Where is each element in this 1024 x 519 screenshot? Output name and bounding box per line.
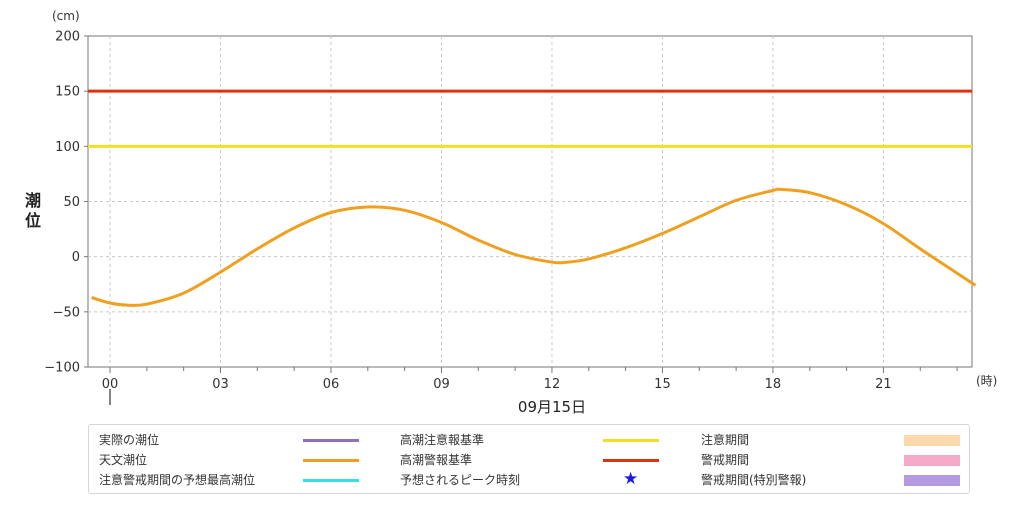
x-tick-label: 09 — [433, 377, 450, 392]
legend-line-swatch — [303, 439, 359, 442]
legend-label: 実際の潮位 — [99, 433, 160, 447]
y-tick-label: 200 — [55, 30, 80, 45]
x-tick-label: 15 — [654, 377, 671, 392]
x-tick-label: 03 — [212, 377, 229, 392]
series-layer — [91, 187, 977, 307]
y-tick-label: −100 — [44, 361, 80, 376]
x-unit-label: (時) — [976, 374, 997, 388]
y-axis: 200 150 100 50 0 −50 −100 — [44, 30, 88, 376]
legend-label: 高潮警報基準 — [400, 453, 473, 467]
x-tick-label: 21 — [875, 377, 892, 392]
legend-label: 予想されるピーク時刻 — [400, 473, 521, 487]
y-tick-label: 0 — [72, 250, 80, 265]
x-axis: 00 03 06 09 12 15 18 21 — [102, 367, 958, 392]
legend-label: 高潮注意報基準 — [400, 433, 485, 447]
legend-box-swatch — [904, 475, 960, 486]
tide-chart: 200 150 100 50 0 −50 −100 00 03 06 09 12 15 18 21 (cm… — [25, 9, 997, 416]
x-tick-label: 00 — [102, 377, 119, 392]
y-tick-label: 100 — [55, 140, 80, 155]
legend-label: 天文潮位 — [99, 453, 148, 467]
legend-label: 警戒期間 — [701, 453, 750, 467]
x-tick-label: 06 — [323, 377, 340, 392]
series-line-astronomical-tide — [91, 187, 977, 307]
legend-label: 警戒期間(特別警報) — [701, 473, 807, 487]
legend-line-swatch — [303, 459, 359, 462]
legend-line-swatch — [603, 459, 659, 462]
y-axis-title: 潮位 — [25, 191, 41, 230]
x-tick-label: 12 — [544, 377, 561, 392]
y-tick-label: −50 — [53, 305, 80, 320]
date-label: 09月15日 — [518, 398, 586, 416]
legend-label: 注意警戒期間の予想最高潮位 — [99, 473, 256, 487]
reference-lines — [88, 89, 972, 148]
y-tick-label: 50 — [63, 195, 80, 210]
legend-line-swatch — [603, 439, 659, 442]
legend-box-swatch — [904, 435, 960, 446]
y-axis-title-char: 潮 — [25, 191, 41, 210]
legend-label: 注意期間 — [701, 433, 750, 447]
x-tick-label: 18 — [765, 377, 782, 392]
star-icon: ★ — [623, 469, 639, 489]
legend-box-swatch — [904, 455, 960, 466]
y-axis-title-char: 位 — [25, 211, 41, 230]
y-unit-label: (cm) — [52, 9, 80, 23]
legend: 実際の潮位天文潮位注意警戒期間の予想最高潮位 高潮注意報基準 高潮警報基準予想される… — [88, 424, 970, 494]
legend-line-swatch — [303, 479, 359, 482]
y-tick-label: 150 — [55, 85, 80, 100]
